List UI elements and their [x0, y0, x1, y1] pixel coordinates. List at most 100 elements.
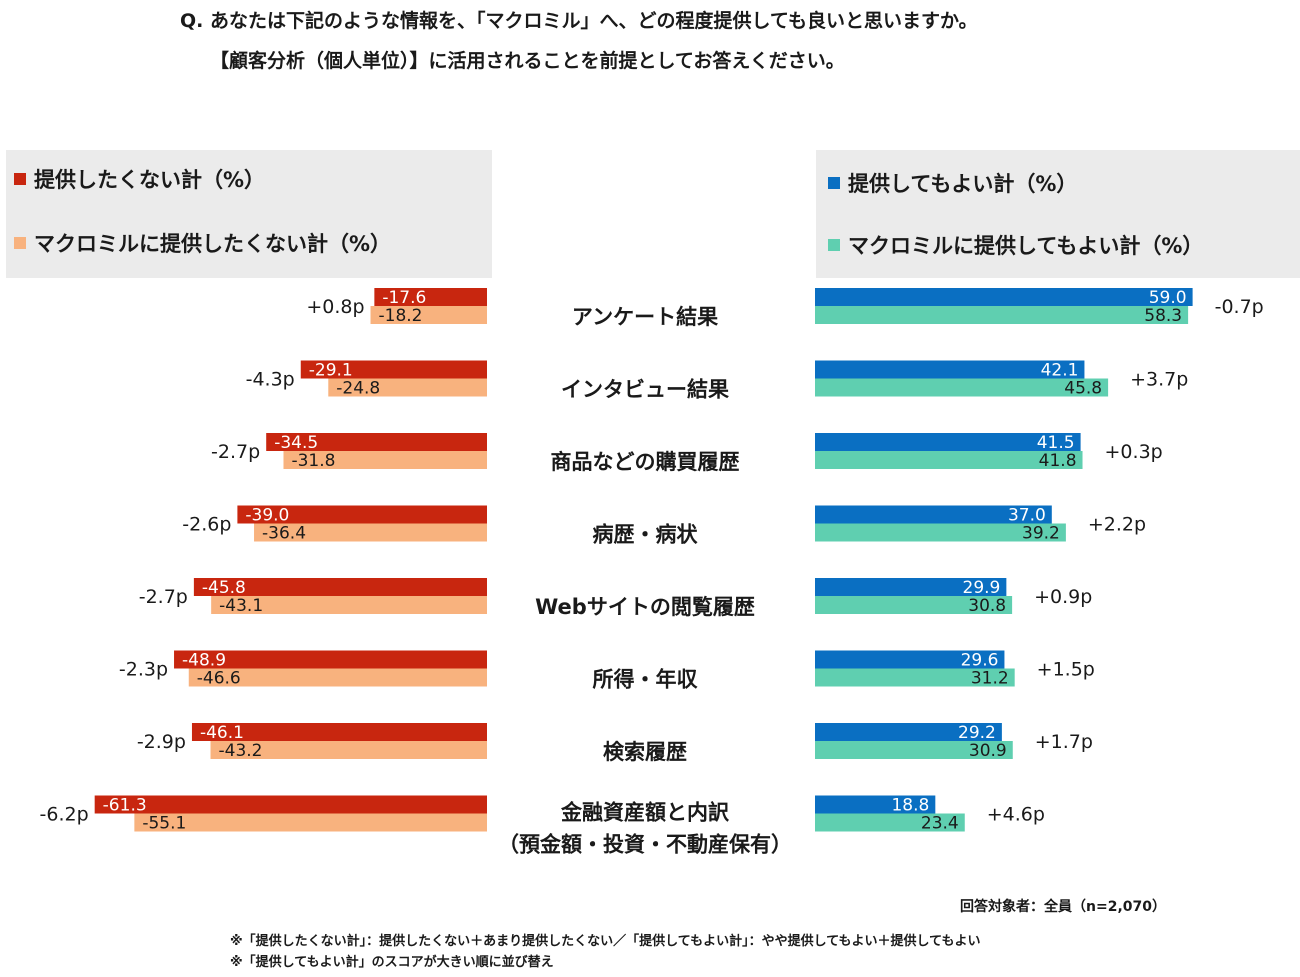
- legend-swatch-orange: [14, 237, 26, 249]
- bar-not-provide: [300, 360, 487, 379]
- bar-provide: [815, 433, 1081, 451]
- bar-provide: [815, 288, 1193, 306]
- data-label-not-provide: -39.0: [245, 506, 289, 526]
- category-label: インタビュー結果: [561, 378, 729, 402]
- data-label-macromill-not-provide: -43.1: [219, 596, 263, 616]
- category-label: 病歴・病状: [593, 523, 699, 547]
- bar-provide: [815, 650, 1005, 669]
- diff-label-right: +1.5p: [1037, 659, 1095, 681]
- legend-swatch-red: [14, 173, 26, 185]
- legend-swatch-green: [828, 239, 840, 251]
- bar-provide: [815, 578, 1007, 596]
- diff-label-right: +2.2p: [1088, 514, 1146, 536]
- diff-label-left: -2.7p: [211, 441, 260, 463]
- data-label-provide: 37.0: [1008, 506, 1046, 526]
- category-label: 金融資産額と内訳: [560, 801, 730, 825]
- bar-macromill-provide: [815, 668, 1015, 687]
- data-label-provide: 18.8: [891, 796, 929, 816]
- bar-provide: [815, 723, 1002, 741]
- diff-label-left: -4.3p: [246, 369, 295, 391]
- data-label-macromill-not-provide: -46.6: [197, 669, 241, 689]
- bar-macromill-not-provide: [134, 813, 488, 832]
- data-label-provide: 42.1: [1041, 361, 1079, 381]
- bar-macromill-not-provide: [370, 306, 487, 324]
- diff-label-right: +3.7p: [1130, 369, 1188, 391]
- bar-not-provide: [174, 650, 488, 669]
- legend-left: 提供したくない計（%） マクロミルに提供したくない計（%）: [6, 150, 492, 278]
- footnote-1: ※「提供したくない計」：提供したくない＋あまり提供したくない／「提供してもよい計…: [230, 934, 981, 949]
- bar-macromill-not-provide: [211, 596, 487, 614]
- data-label-macromill-provide: 30.8: [968, 596, 1006, 616]
- bar-not-provide: [266, 433, 487, 451]
- data-label-macromill-provide: 23.4: [921, 814, 959, 834]
- data-label-provide: 29.6: [961, 651, 999, 671]
- bar-not-provide: [374, 288, 487, 306]
- bar-not-provide: [193, 578, 487, 596]
- diff-label-right: +4.6p: [987, 804, 1045, 826]
- data-label-not-provide: -34.5: [274, 433, 318, 453]
- diff-label-left: -2.9p: [137, 731, 186, 753]
- footnote-2: ※「提供してもよい計」のスコアが大きい順に並び替え: [230, 955, 554, 970]
- data-label-not-provide: -45.8: [202, 578, 246, 598]
- data-label-macromill-not-provide: -43.2: [219, 741, 263, 761]
- data-label-macromill-provide: 30.9: [969, 741, 1007, 761]
- category-label: アンケート結果: [572, 305, 718, 329]
- bar-macromill-not-provide: [188, 668, 487, 687]
- legend-label: マクロミルに提供してもよい計（%）: [848, 234, 1204, 258]
- data-label-not-provide: -61.3: [103, 796, 147, 816]
- bar-not-provide: [237, 505, 487, 524]
- category-label: 商品などの購買履歴: [551, 450, 740, 474]
- bar-macromill-provide: [815, 523, 1066, 542]
- data-label-macromill-provide: 39.2: [1022, 524, 1060, 544]
- data-label-macromill-not-provide: -18.2: [379, 306, 423, 326]
- category-label: 検索履歴: [603, 740, 687, 764]
- data-label-provide: 29.9: [963, 578, 1001, 598]
- category-label: Webサイトの閲覧履歴: [535, 595, 755, 619]
- legend-item-not-provide: 提供したくない計（%）: [14, 164, 265, 194]
- diff-label-left: -6.2p: [40, 804, 89, 826]
- question-line-1: Q. あなたは下記のような情報を、「マクロミル」へ、どの程度提供しても良いと思い…: [180, 10, 978, 32]
- question-line-2: 【顧客分析（個人単位）】に活用されることを前提としてお答えください。: [210, 50, 845, 72]
- data-label-macromill-provide: 45.8: [1064, 379, 1102, 399]
- bar-macromill-not-provide: [254, 523, 487, 542]
- data-label-not-provide: -46.1: [200, 723, 244, 743]
- bar-macromill-not-provide: [210, 741, 487, 759]
- data-label-provide: 59.0: [1149, 288, 1187, 308]
- legend-label: マクロミルに提供したくない計（%）: [34, 232, 392, 256]
- bar-provide: [815, 360, 1085, 379]
- diff-label-right: +1.7p: [1035, 731, 1093, 753]
- bar-provide: [815, 795, 936, 814]
- legend-swatch-blue: [828, 177, 840, 189]
- bar-macromill-provide: [815, 378, 1109, 397]
- respondents-note: 回答対象者：全員（n=2,070）: [960, 899, 1166, 915]
- data-label-macromill-not-provide: -36.4: [262, 524, 306, 544]
- data-label-macromill-not-provide: -24.8: [336, 379, 380, 399]
- data-label-not-provide: -17.6: [382, 288, 426, 308]
- diff-label-left: -2.3p: [119, 659, 168, 681]
- bar-macromill-provide: [815, 741, 1013, 759]
- diff-label-right: +0.9p: [1034, 586, 1092, 608]
- data-label-macromill-provide: 41.8: [1039, 451, 1077, 471]
- data-label-macromill-provide: 58.3: [1144, 306, 1182, 326]
- bar-macromill-not-provide: [283, 451, 487, 469]
- diff-label-left: -2.6p: [182, 514, 231, 536]
- bar-macromill-not-provide: [328, 378, 487, 397]
- bar-not-provide: [94, 795, 488, 814]
- data-label-not-provide: -29.1: [309, 361, 353, 381]
- diff-label-right: +0.3p: [1105, 441, 1163, 463]
- bar-provide: [815, 505, 1052, 524]
- category-label-sub: （預金額・投資・不動産保有）: [498, 833, 792, 857]
- bar-macromill-provide: [815, 451, 1083, 469]
- data-label-provide: 41.5: [1037, 433, 1075, 453]
- bar-macromill-provide: [815, 813, 965, 832]
- diff-label-right: -0.7p: [1215, 296, 1264, 318]
- data-label-macromill-not-provide: -31.8: [291, 451, 335, 471]
- legend-item-macromill-not-provide: マクロミルに提供したくない計（%）: [14, 228, 391, 258]
- diff-label-left: +0.8p: [306, 296, 364, 318]
- category-label: 所得・年収: [593, 668, 699, 692]
- legend-item-macromill-provide: マクロミルに提供してもよい計（%）: [828, 230, 1203, 260]
- diff-label-left: -2.7p: [139, 586, 188, 608]
- legend-item-provide: 提供してもよい計（%）: [828, 168, 1077, 198]
- data-label-provide: 29.2: [958, 723, 996, 743]
